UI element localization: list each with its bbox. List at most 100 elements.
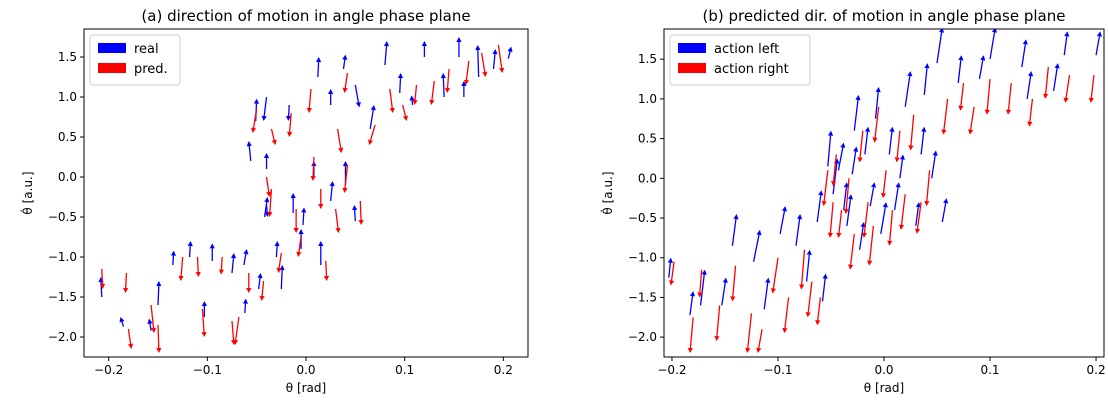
legend-label: pred. (134, 62, 168, 77)
arrow-head (924, 200, 930, 207)
arrow-head (875, 86, 881, 93)
chart-title: (b) predicted dir. of motion in angle ph… (703, 7, 1066, 25)
arrow-head (860, 221, 866, 228)
arrow (127, 328, 134, 349)
arrow-shaft (832, 154, 837, 182)
arrow-head (402, 115, 408, 121)
arrow-head (475, 45, 481, 51)
arrow (263, 153, 270, 169)
arrow (259, 280, 265, 301)
arrow (843, 178, 850, 215)
arrow (821, 170, 829, 207)
arrow-head (1043, 93, 1049, 99)
arrow-shaft (795, 218, 801, 246)
arrow-head (119, 317, 125, 323)
arrow (756, 329, 763, 354)
arrow-shaft (1045, 67, 1049, 94)
arrow (697, 269, 703, 298)
arrow-shaft (801, 249, 806, 285)
arrow-head (499, 67, 505, 73)
arrow-head (941, 129, 947, 135)
arrow-head (440, 73, 446, 79)
arrow (402, 104, 408, 121)
arrow-shaft (244, 303, 247, 314)
arrow-shaft (882, 170, 887, 194)
arrow (246, 141, 252, 162)
arrow (383, 41, 390, 66)
arrow-shaft (157, 285, 160, 306)
arrow (861, 202, 869, 238)
arrow-head (318, 204, 324, 209)
arrow-shaft (807, 281, 813, 313)
arrow (858, 221, 866, 250)
y-tick-label: −1.0 (48, 250, 77, 264)
arrow-shaft (851, 151, 857, 175)
arrow (821, 273, 828, 302)
arrow (421, 41, 427, 57)
arrow (342, 164, 349, 193)
arrow-shaft (492, 53, 496, 70)
arrow-shaft (1090, 74, 1095, 98)
arrow-head (756, 229, 762, 236)
x-tick-label: 0.1 (980, 363, 999, 377)
arrow-shaft (201, 308, 205, 333)
arrow-head (293, 228, 299, 233)
arrow (270, 128, 277, 145)
arrow-head (263, 153, 270, 158)
arrow (941, 98, 949, 135)
arrow-head (264, 197, 270, 203)
arrow (170, 250, 177, 266)
arrow (1021, 39, 1028, 68)
arrow-head (429, 99, 435, 105)
arrow-head (352, 205, 358, 211)
y-axis-label: θ̇ [a.u.] (20, 171, 35, 214)
legend-swatch (98, 43, 126, 53)
arrow (336, 128, 344, 153)
arrow-head (456, 37, 462, 42)
arrow (869, 182, 877, 207)
arrow (914, 202, 922, 234)
arrow (730, 265, 737, 302)
arrow (968, 106, 975, 135)
arrow-shaft (344, 72, 349, 89)
arrow (908, 114, 915, 151)
arrow-head (861, 232, 868, 238)
arrow-shaft (196, 256, 199, 273)
arrow-shaft (893, 187, 899, 211)
arrow-shaft (342, 59, 346, 70)
arrow-head (195, 271, 201, 277)
arrow-shaft (317, 61, 320, 78)
arrow (816, 190, 824, 223)
arrow-shaft (248, 145, 252, 162)
arrow-head (342, 54, 348, 60)
arrow-shaft (772, 257, 779, 289)
arrow-shaft (880, 206, 886, 235)
arrow-shaft (414, 84, 418, 101)
arrow-head (276, 267, 282, 273)
arrow-shaft (263, 96, 268, 117)
arrow-shaft (1026, 75, 1032, 99)
arrow (851, 146, 859, 175)
arrow-shaft (446, 68, 450, 89)
arrow-head (301, 207, 307, 213)
arrow-head (864, 126, 871, 132)
arrow (795, 214, 803, 246)
arrow-shaft (150, 304, 155, 329)
arrow (243, 249, 249, 266)
arrow-shaft (431, 80, 435, 101)
arrow-shaft (915, 207, 919, 227)
arrow-shaft (330, 185, 333, 202)
arrow-head (968, 129, 974, 135)
arrow-shaft (920, 131, 925, 155)
arrow-shaft (507, 51, 511, 59)
arrow-head (939, 29, 945, 33)
arrow-shaft (1029, 98, 1034, 122)
series-2 (99, 44, 505, 353)
arrow (848, 233, 855, 270)
arrow (290, 193, 296, 213)
arrow-head (271, 139, 277, 145)
arrow (920, 126, 927, 155)
arrow-shaft (298, 236, 302, 253)
arrow (714, 305, 721, 342)
arrow-head (889, 126, 895, 132)
